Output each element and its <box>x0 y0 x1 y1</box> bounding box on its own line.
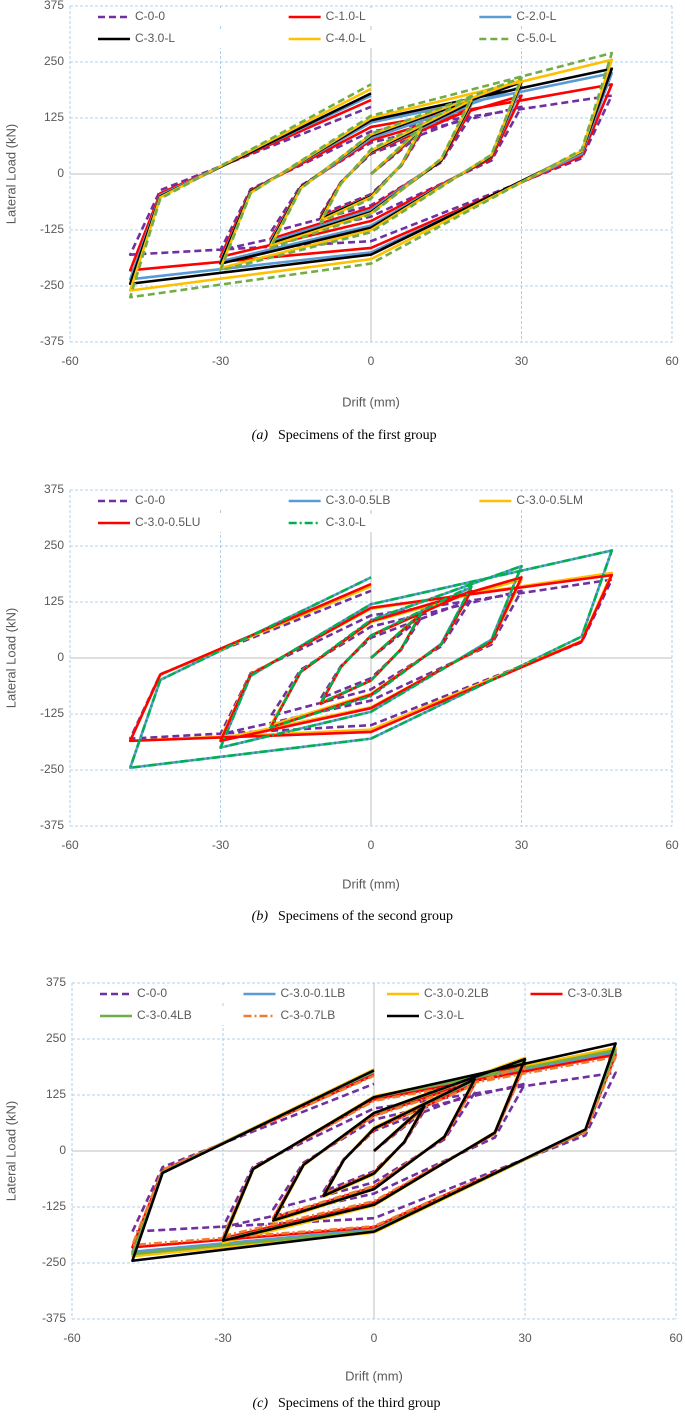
x-tick-label: 60 <box>669 1331 683 1345</box>
y-tick-label: 250 <box>44 538 64 552</box>
legend-bg <box>96 985 228 1003</box>
legend-bg <box>383 1007 515 1025</box>
legend-label: C-3.0-0.1LB <box>281 986 346 1000</box>
x-tick-label: -30 <box>212 354 230 368</box>
x-tick-label: -60 <box>63 1331 81 1345</box>
y-tick-label: 0 <box>57 650 64 664</box>
y-tick-label: -375 <box>40 818 64 832</box>
legend-label: C-5.0-L <box>516 31 556 45</box>
legend-bg <box>284 492 464 510</box>
legend-bg <box>94 8 273 26</box>
legend-label: C-3.0-0.5LU <box>135 515 200 529</box>
y-axis-label: Lateral Load (kN) <box>3 1101 18 1201</box>
legend-bg <box>94 514 273 532</box>
x-tick-label: -30 <box>212 838 230 852</box>
x-tick-label: 0 <box>371 1331 378 1345</box>
legend-label: C-3.0-L <box>424 1008 464 1022</box>
legend-label: C-0-0 <box>135 9 165 23</box>
legend-label: C-4.0-L <box>326 31 366 45</box>
series-line <box>128 549 614 770</box>
legend-bg <box>239 985 371 1003</box>
legend-label: C-3.0-0.2LB <box>424 986 489 1000</box>
y-tick-label: -125 <box>40 706 64 720</box>
x-tick-label: -60 <box>61 354 79 368</box>
legend-bg <box>96 1007 228 1025</box>
series-line <box>128 51 614 299</box>
y-tick-label: 125 <box>46 1087 66 1101</box>
legend-bg <box>475 492 654 510</box>
legend-label: C-0-0 <box>137 986 167 1000</box>
legend-bg <box>94 30 273 48</box>
legend-bg <box>94 492 273 510</box>
chart: -375 -250 -125 0 125 250 375 -60 -30 0 30 60 Drift (… <box>3 0 679 443</box>
x-tick-label: 30 <box>518 1331 532 1345</box>
y-tick-label: -125 <box>40 222 64 236</box>
series-line <box>131 1042 617 1263</box>
legend-label: C-0-0 <box>135 493 165 507</box>
y-tick-label: 250 <box>46 1031 66 1045</box>
legend-label: C-3.0-L <box>326 515 366 529</box>
caption-label: (b) <box>252 909 269 924</box>
caption: Specimens of the first group <box>278 428 437 443</box>
x-tick-label: 60 <box>665 838 679 852</box>
series-line <box>128 573 614 743</box>
legend-label: C-2.0-L <box>516 9 556 23</box>
legend-label: C-3-0.4LB <box>137 1008 192 1022</box>
legend-bg <box>284 514 464 532</box>
series-line <box>131 1055 617 1247</box>
x-axis-label: Drift (mm) <box>342 394 400 409</box>
y-tick-label: 250 <box>44 54 64 68</box>
y-tick-label: 375 <box>46 975 66 989</box>
x-tick-label: -30 <box>214 1331 232 1345</box>
legend-bg <box>284 30 464 48</box>
legend-label: C-3.0-0.5LM <box>516 493 583 507</box>
y-tick-label: 0 <box>59 1143 66 1157</box>
legend-label: C-1.0-L <box>326 9 366 23</box>
series-line <box>131 1071 617 1233</box>
caption-label: (c) <box>252 1396 268 1411</box>
series-line <box>128 94 614 256</box>
legend-label: C-3.0-L <box>135 31 175 45</box>
legend-bg <box>475 30 654 48</box>
x-axis-label: Drift (mm) <box>345 1368 403 1383</box>
x-axis-label: Drift (mm) <box>342 876 400 891</box>
caption: Specimens of the third group <box>278 1396 441 1411</box>
caption-label: (a) <box>252 428 269 443</box>
x-tick-label: 0 <box>368 354 375 368</box>
y-tick-label: 0 <box>57 166 64 180</box>
x-tick-label: 30 <box>515 354 529 368</box>
y-axis-label: Lateral Load (kN) <box>3 608 18 708</box>
y-axis-label: Lateral Load (kN) <box>3 124 18 224</box>
legend-label: C-3-0.7LB <box>281 1008 336 1022</box>
y-tick-label: 375 <box>44 482 64 496</box>
x-tick-label: 30 <box>515 838 529 852</box>
legend-bg <box>475 8 654 26</box>
caption: Specimens of the second group <box>278 909 453 924</box>
x-tick-label: -60 <box>61 838 79 852</box>
chart: -375 -250 -125 0 125 250 375 -60 -30 0 30 60 Drift (… <box>3 975 683 1411</box>
y-tick-label: -250 <box>42 1255 66 1269</box>
y-tick-label: -250 <box>40 278 64 292</box>
y-tick-label: -375 <box>42 1311 66 1325</box>
legend-bg <box>284 8 464 26</box>
y-tick-label: 375 <box>44 0 64 12</box>
x-tick-label: 0 <box>368 838 375 852</box>
y-tick-label: -375 <box>40 334 64 348</box>
x-tick-label: 60 <box>665 354 679 368</box>
y-tick-label: -250 <box>40 762 64 776</box>
legend-bg <box>383 985 515 1003</box>
y-tick-label: 125 <box>44 110 64 124</box>
legend-bg <box>239 1007 371 1025</box>
y-tick-label: 125 <box>44 594 64 608</box>
series-line <box>128 578 614 740</box>
legend-label: C-3.0-0.5LB <box>326 493 391 507</box>
chart: -375 -250 -125 0 125 250 375 -60 -30 0 30 60 Drift (… <box>3 482 679 924</box>
legend-bg <box>526 985 658 1003</box>
y-tick-label: -125 <box>42 1199 66 1213</box>
legend-label: C-3-0.3LB <box>568 986 623 1000</box>
